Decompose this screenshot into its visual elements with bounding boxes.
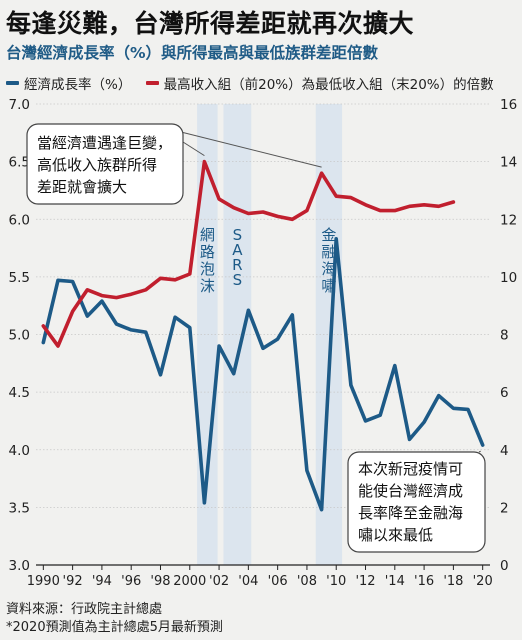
callout-pointer [478,450,481,453]
callout-pointer [172,129,322,168]
x-tick-label: '12 [355,574,375,589]
y-left-tick-label: 6.0 [9,212,30,228]
legend-label-ratio: 最高收入組（前20%）為最低收入組（末20%）的倍數 [163,77,494,93]
x-tick-label: 2000 [173,574,206,589]
x-tick-label: '10 [326,574,346,589]
y-left-tick-label: 7.0 [9,97,30,113]
x-tick-label: '02 [209,574,229,589]
y-right-tick-label: 2 [500,500,509,516]
page-title: 每逢災難，台灣所得差距就再次擴大 [6,9,415,38]
y-left-tick-label: 6.5 [9,155,30,171]
y-right-tick-label: 0 [500,558,509,574]
forecast-note: *2020預測值為主計總處5月最新預測 [6,620,223,635]
x-tick-label: '08 [297,574,317,589]
annotation-text: 高低收入族群所得 [37,156,157,174]
x-tick-label: '98 [150,574,170,589]
annotation-text: 差距就會擴大 [37,178,127,196]
x-tick-label: '04 [238,574,258,589]
x-tick-label: '20 [473,574,493,589]
y-right-tick-label: 4 [500,443,509,459]
x-tick-label: '92 [63,574,83,589]
legend-item-growth: 經濟成長率（%） [6,73,131,93]
growth-rate-line [41,237,485,512]
legend-item-ratio: 最高收入組（前20%）為最低收入組（末20%）的倍數 [145,73,494,93]
y-right-tick-label: 6 [500,385,509,401]
page-subtitle: 台灣經濟成長率（%）與所得最高與最低族群差距倍數 [6,44,379,62]
source-note: 資料來源：行政院主計總處 [6,602,163,617]
y-left-tick-label: 5.0 [9,328,30,344]
legend-swatch-growth [6,81,19,85]
y-left-tick-label: 3.0 [9,558,30,574]
y-left-tick-label: 4.5 [9,385,30,401]
x-tick-label: '96 [121,574,141,589]
legend-swatch-ratio [145,81,159,85]
income-ratio-line [41,159,456,348]
y-right-tick-label: 12 [500,212,517,228]
legend-label-growth: 經濟成長率（%） [24,77,132,93]
y-right-tick-label: 8 [500,328,509,344]
chart-legend: 經濟成長率（%） 最高收入組（前20%）為最低收入組（末20%）的倍數 [6,73,518,93]
y-left-tick-label: 5.5 [9,270,30,286]
annotation-text: 本次新冠疫情可 [358,460,463,478]
x-tick-label: 1990 [27,574,60,589]
x-tick-label: '18 [443,574,463,589]
band-label: 網路泡沫 [200,226,215,295]
annotation-text: 當經濟遭遇逢巨變， [37,134,172,152]
annotation-box [26,123,184,205]
x-tick-label: '06 [268,574,288,589]
x-tick-label: '16 [414,574,434,589]
annotation-text: 嘯以來最低 [358,526,433,544]
annotation-text: 能使台灣經濟成 [358,482,463,500]
y-left-tick-label: 3.5 [9,500,30,516]
y-right-tick-label: 14 [500,155,517,171]
y-right-tick-label: 16 [500,97,517,113]
y-left-tick-label: 4.0 [9,443,30,459]
annotation-box [347,451,486,553]
x-tick-label: '94 [92,574,112,589]
callout-pointer [182,141,205,157]
y-right-tick-label: 10 [500,270,517,286]
annotation-text: 長率降至金融海 [358,504,463,522]
x-tick-label: '14 [385,574,405,589]
